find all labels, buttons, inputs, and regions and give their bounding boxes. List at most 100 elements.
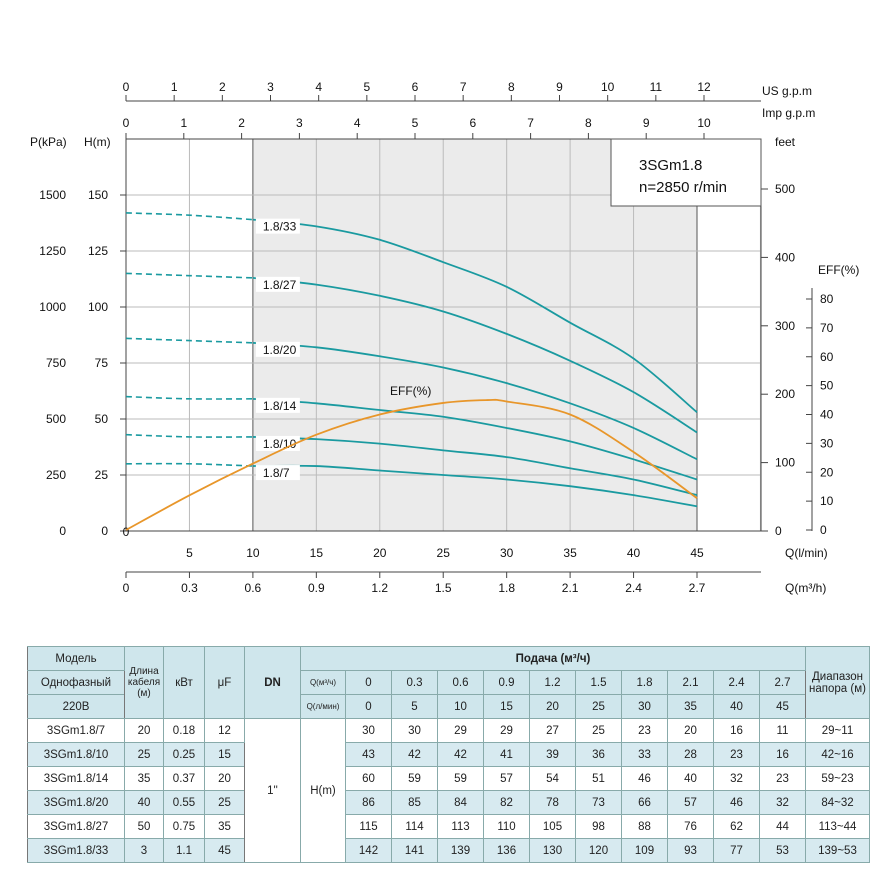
- lmin-tick-label: 45: [690, 546, 704, 560]
- kw-cell: 1.1: [163, 838, 205, 863]
- table-row: 3SGm1.8/20 40 0.55 25 86 85 84 82 78 73 66 57 46 32 84…: [27, 790, 870, 815]
- head-cell: 110: [483, 814, 530, 839]
- curve-label-bg: [255, 276, 300, 292]
- head-curve-1.8-33: [252, 218, 698, 413]
- table-row: 3SGm1.8/33 3 1.1 45 142 141 139 136 130 120 109 93 7…: [27, 838, 870, 863]
- lmin-tick-label: 5: [186, 546, 193, 560]
- curve-label: 1.8/10: [263, 437, 297, 451]
- kpa-tick-label: 0: [59, 524, 66, 538]
- m3h-tick-label: 2.4: [625, 581, 642, 595]
- q-l-cell: 10: [437, 694, 484, 719]
- usgpm-tick-label: 0: [123, 80, 130, 94]
- usgpm-tick-label: 3: [267, 80, 274, 94]
- cable-cell: 35: [124, 766, 164, 791]
- uf-cell: 45: [204, 838, 245, 863]
- head-curve-dashed: [125, 272, 253, 279]
- header-cable: Длина кабеля (м): [124, 646, 164, 719]
- efficiency-curve: [125, 398, 698, 531]
- curve-label-bg: [255, 397, 300, 413]
- head-cell: 46: [713, 790, 760, 815]
- q-l-cell: 35: [667, 694, 714, 719]
- curve-label: 1.8/20: [263, 343, 297, 357]
- lmin-tick-label: 30: [500, 546, 514, 560]
- kw-cell: 0.18: [163, 718, 205, 743]
- eff-tick-label: 70: [820, 321, 834, 335]
- performance-table: Модель Длина кабеля (м) кВт μF DN Подача (м³/…: [27, 646, 870, 863]
- head-cell: 42: [391, 742, 438, 767]
- header-uf: μF: [204, 646, 245, 719]
- m3h-tick-label: 2.1: [562, 581, 579, 595]
- head-curve-1.8-10: [252, 436, 698, 497]
- header-q-m3: Q(м³/ч): [300, 670, 346, 695]
- range-cell: 139~53: [805, 838, 870, 863]
- h-tick-label: 75: [95, 356, 109, 370]
- head-curve-dashed: [125, 462, 253, 467]
- q-l-cell: 45: [759, 694, 806, 719]
- q-l-cell: 25: [575, 694, 622, 719]
- kw-cell: 0.75: [163, 814, 205, 839]
- head-cell: 36: [575, 742, 622, 767]
- head-cell: 54: [529, 766, 576, 791]
- feet-tick-label: 300: [775, 319, 795, 333]
- head-cell: 20: [667, 718, 714, 743]
- head-curve-dashed: [125, 337, 253, 344]
- kpa-tick-label: 500: [46, 412, 66, 426]
- usgpm-tick-label: 6: [412, 80, 419, 94]
- impgpm-tick-label: 5: [412, 116, 419, 130]
- kpa-axis-label: P(kPa): [30, 135, 67, 149]
- q-l-cell: 40: [713, 694, 760, 719]
- head-cell: 51: [575, 766, 622, 791]
- head-cell: 120: [575, 838, 622, 863]
- model-cell: 3SGm1.8/27: [27, 814, 125, 839]
- head-cell: 78: [529, 790, 576, 815]
- impgpm-axis-label: Imp g.p.m: [762, 106, 815, 120]
- cable-cell: 50: [124, 814, 164, 839]
- kpa-tick-label: 1250: [39, 244, 66, 258]
- head-cell: 23: [621, 718, 668, 743]
- table-row: 3SGm1.8/10 25 0.25 15 43 42 42 41 39 36 33 28 23 16 42…: [27, 742, 870, 767]
- head-cell: 32: [713, 766, 760, 791]
- head-cell: 43: [345, 742, 392, 767]
- feet-axis-label: feet: [775, 135, 796, 149]
- header-voltage: 220В: [27, 694, 125, 719]
- head-cell: 53: [759, 838, 806, 863]
- head-cell: 139: [437, 838, 484, 863]
- feet-tick-label: 200: [775, 387, 795, 401]
- q-m3-cell: 1.8: [621, 670, 668, 695]
- head-cell: 59: [437, 766, 484, 791]
- cable-cell: 3: [124, 838, 164, 863]
- curve-label-bg: [255, 465, 300, 481]
- header-range: Диапазон напора (м): [805, 646, 870, 719]
- h-axis-label: H(m): [84, 135, 111, 149]
- lmin-axis-label: Q(l/min): [785, 546, 828, 560]
- q-m3-cell: 1.2: [529, 670, 576, 695]
- lmin-tick-label: 10: [246, 546, 260, 560]
- dn-cell: 1'': [244, 718, 301, 863]
- head-cell: 23: [759, 766, 806, 791]
- head-cell: 40: [667, 766, 714, 791]
- usgpm-tick-label: 12: [697, 80, 711, 94]
- head-cell: 16: [713, 718, 760, 743]
- eff-tick-label: 10: [820, 494, 834, 508]
- kw-cell: 0.55: [163, 790, 205, 815]
- head-cell: 23: [713, 742, 760, 767]
- cable-cell: 20: [124, 718, 164, 743]
- usgpm-tick-label: 10: [601, 80, 615, 94]
- uf-cell: 20: [204, 766, 245, 791]
- model-cell: 3SGm1.8/14: [27, 766, 125, 791]
- usgpm-tick-label: 4: [315, 80, 322, 94]
- eff-tick-label: 50: [820, 379, 834, 393]
- usgpm-tick-label: 1: [171, 80, 178, 94]
- header-phase: Однофазный: [27, 670, 125, 695]
- head-cell: 44: [759, 814, 806, 839]
- header-kw: кВт: [163, 646, 205, 719]
- uf-cell: 35: [204, 814, 245, 839]
- head-cell: 57: [483, 766, 530, 791]
- feet-tick-label: 500: [775, 182, 795, 196]
- q-m3-cell: 0.6: [437, 670, 484, 695]
- uf-cell: 25: [204, 790, 245, 815]
- pump-curve-chart: 02505007501000125015000255075100125150P(…: [30, 80, 859, 595]
- h-tick-label: 125: [88, 244, 108, 258]
- head-cell: 130: [529, 838, 576, 863]
- head-unit-cell: H(m): [300, 718, 346, 863]
